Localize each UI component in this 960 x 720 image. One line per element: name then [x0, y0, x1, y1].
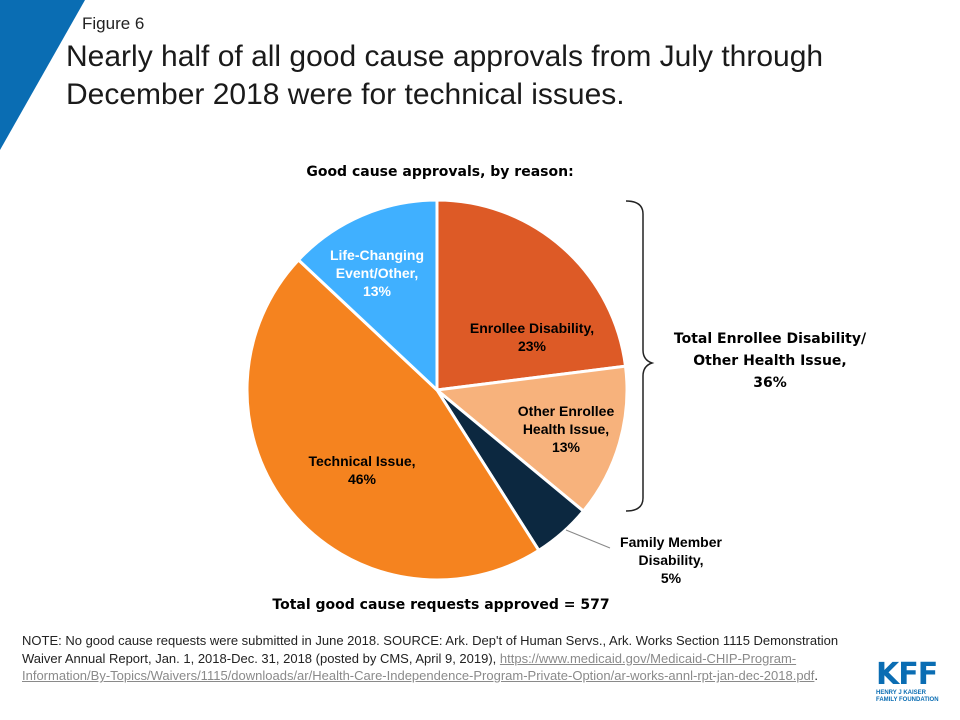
note-trailing: . [814, 668, 819, 683]
slice-label-family-member: Family Member Disability, 5% [620, 534, 722, 586]
slice-life-changing [296, 198, 439, 394]
kff-logo: KFF HENRY J KAISER FAMILY FOUNDATION [876, 660, 948, 704]
total-approved: Total good cause requests approved = 577 [272, 597, 610, 613]
source-link[interactable]: https://www.medicaid.gov/Medicaid-CHIP-P… [22, 650, 815, 684]
slice-enrollee-disability [435, 198, 628, 392]
slice-label-enrollee-disability: Enrollee Disability, 23% [469, 320, 595, 354]
source-note: NOTE: No good cause requests were submit… [22, 632, 852, 685]
family-member-leader-line [565, 529, 611, 549]
corner-accent [0, 0, 85, 150]
slice-other-health [433, 364, 629, 514]
group-annotation: Total Enrollee Disability/ Other Health … [673, 331, 867, 391]
note-text: NOTE: No good cause requests were submit… [22, 633, 839, 666]
logo-subtitle: HENRY J KAISER FAMILY FOUNDATION [876, 690, 939, 703]
figure-label: Figure 6 [82, 14, 145, 33]
group-bracket [625, 200, 655, 512]
slice-label-other-health: Other Enrollee Health Issue, 13% [517, 403, 615, 455]
slice-label-life-changing: Life-Changing Event/Other, 13% [329, 247, 425, 299]
slice-label-technical: Technical Issue, 46% [308, 453, 416, 487]
page-title: Nearly half of all good cause approvals … [66, 40, 824, 111]
slice-technical [245, 257, 541, 582]
chart-title: Good cause approvals, by reason: [306, 164, 574, 180]
logo-mark: KFF [876, 657, 938, 692]
